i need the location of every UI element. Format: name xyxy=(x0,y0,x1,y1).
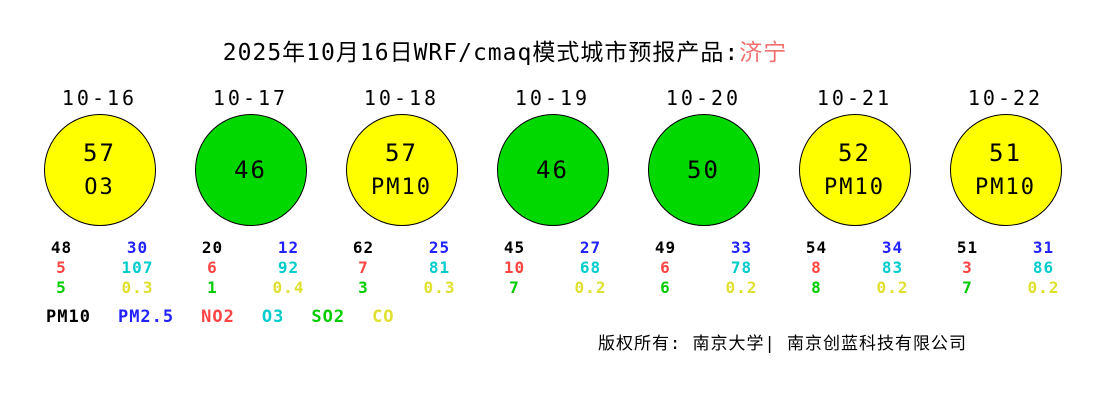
aqi-value: 57 xyxy=(83,139,116,167)
page-title: 2025年10月16日WRF/cmaq模式城市预报产品:济宁 xyxy=(0,33,1010,67)
o3-value: 86 xyxy=(1032,258,1055,277)
so2-value: 6 xyxy=(660,278,671,297)
forecast-column: 10-21 52 PM10 54 34 8 83 8 0.2 xyxy=(779,86,930,297)
forecast-column: 10-16 57 O3 48 30 5 107 5 0.3 xyxy=(24,86,175,297)
legend-item-o3: O3 xyxy=(261,307,285,327)
forecast-column: 10-20 50 49 33 6 78 6 0.2 xyxy=(628,86,779,297)
o3-value: 107 xyxy=(121,258,154,277)
pollutant-values-grid: 48 30 5 107 5 0.3 xyxy=(29,238,171,297)
aqi-value: 51 xyxy=(989,139,1022,167)
legend-item-pm10: PM10 xyxy=(46,307,91,327)
co-value: 0.2 xyxy=(1027,278,1060,297)
pm10-value: 62 xyxy=(352,238,375,257)
co-value: 0.2 xyxy=(574,278,607,297)
pm10-value: 54 xyxy=(805,238,828,257)
aqi-value: 50 xyxy=(687,156,720,184)
pollutant-values-grid: 20 12 6 92 1 0.4 xyxy=(180,238,322,297)
date-label: 10-17 xyxy=(212,86,289,110)
forecast-columns: 10-16 57 O3 48 30 5 107 5 0.3 10-17 46 2… xyxy=(24,86,1081,297)
no2-value: 3 xyxy=(962,258,973,277)
aqi-circle: 51 PM10 xyxy=(949,114,1062,226)
co-value: 0.2 xyxy=(725,278,758,297)
no2-value: 6 xyxy=(660,258,671,277)
aqi-value: 52 xyxy=(838,139,871,167)
co-value: 0.4 xyxy=(272,278,305,297)
aqi-circle: 57 O3 xyxy=(43,114,156,226)
primary-pollutant-label: PM10 xyxy=(975,175,1036,200)
date-label: 10-18 xyxy=(363,86,440,110)
aqi-circle: 50 xyxy=(647,114,760,226)
pm25-value: 33 xyxy=(730,238,753,257)
aqi-value: 46 xyxy=(536,156,569,184)
so2-value: 7 xyxy=(509,278,520,297)
pollutant-values-grid: 51 31 3 86 7 0.2 xyxy=(935,238,1077,297)
aqi-circle: 46 xyxy=(194,114,307,226)
aqi-value: 46 xyxy=(234,156,267,184)
date-label: 10-20 xyxy=(665,86,742,110)
pm10-value: 51 xyxy=(956,238,979,257)
aqi-circle: 57 PM10 xyxy=(345,114,458,226)
pollutant-values-grid: 49 33 6 78 6 0.2 xyxy=(633,238,775,297)
title-text: 2025年10月16日WRF/cmaq模式城市预报产品: xyxy=(222,40,740,66)
primary-pollutant-label: PM10 xyxy=(371,175,432,200)
no2-value: 10 xyxy=(503,258,526,277)
co-value: 0.2 xyxy=(876,278,909,297)
pollutant-values-grid: 54 34 8 83 8 0.2 xyxy=(784,238,926,297)
no2-value: 7 xyxy=(358,258,369,277)
o3-value: 92 xyxy=(277,258,300,277)
no2-value: 8 xyxy=(811,258,822,277)
pm25-value: 25 xyxy=(428,238,451,257)
legend-item-pm25: PM2.5 xyxy=(117,307,175,327)
pm25-value: 34 xyxy=(881,238,904,257)
date-label: 10-19 xyxy=(514,86,591,110)
forecast-column: 10-18 57 PM10 62 25 7 81 3 0.3 xyxy=(326,86,477,297)
no2-value: 6 xyxy=(207,258,218,277)
pm10-value: 45 xyxy=(503,238,526,257)
title-city: 济宁 xyxy=(739,40,788,66)
pm25-value: 30 xyxy=(126,238,149,257)
aqi-circle: 46 xyxy=(496,114,609,226)
legend-item-no2: NO2 xyxy=(201,307,235,327)
date-label: 10-16 xyxy=(61,86,138,110)
co-value: 0.3 xyxy=(423,278,456,297)
so2-value: 3 xyxy=(358,278,369,297)
primary-pollutant-label: PM10 xyxy=(824,175,885,200)
pm10-value: 49 xyxy=(654,238,677,257)
pollutant-legend: PM10 PM2.5 NO2 O3 SO2 CO xyxy=(46,307,395,327)
pm10-value: 48 xyxy=(50,238,73,257)
o3-value: 83 xyxy=(881,258,904,277)
forecast-column: 10-22 51 PM10 51 31 3 86 7 0.2 xyxy=(930,86,1081,297)
co-value: 0.3 xyxy=(121,278,154,297)
so2-value: 1 xyxy=(207,278,218,297)
forecast-column: 10-17 46 20 12 6 92 1 0.4 xyxy=(175,86,326,297)
date-label: 10-22 xyxy=(967,86,1044,110)
pollutant-values-grid: 45 27 10 68 7 0.2 xyxy=(482,238,624,297)
forecast-column: 10-19 46 45 27 10 68 7 0.2 xyxy=(477,86,628,297)
o3-value: 81 xyxy=(428,258,451,277)
aqi-circle: 52 PM10 xyxy=(798,114,911,226)
primary-pollutant-label: O3 xyxy=(84,175,115,200)
o3-value: 78 xyxy=(730,258,753,277)
so2-value: 5 xyxy=(56,278,67,297)
o3-value: 68 xyxy=(579,258,602,277)
pollutant-values-grid: 62 25 7 81 3 0.3 xyxy=(331,238,473,297)
date-label: 10-21 xyxy=(816,86,893,110)
pm25-value: 12 xyxy=(277,238,300,257)
pm10-value: 20 xyxy=(201,238,224,257)
aqi-value: 57 xyxy=(385,139,418,167)
so2-value: 8 xyxy=(811,278,822,297)
so2-value: 7 xyxy=(962,278,973,297)
legend-item-so2: SO2 xyxy=(311,307,346,327)
legend-item-co: CO xyxy=(372,307,395,327)
no2-value: 5 xyxy=(56,258,67,277)
copyright-notice: 版权所有: 南京大学| 南京创蓝科技有限公司 xyxy=(598,334,967,354)
pm25-value: 31 xyxy=(1032,238,1055,257)
pm25-value: 27 xyxy=(579,238,602,257)
